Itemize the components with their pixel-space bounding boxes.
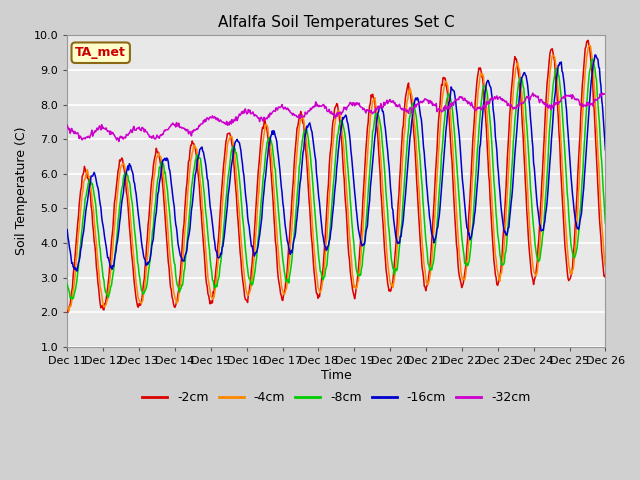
-4cm [602,264,609,270]
-2cm [64,310,72,315]
-16cm [73,268,81,274]
Y-axis label: Soil Temperature (C): Soil Temperature (C) [15,127,28,255]
-8cm [418,181,426,187]
-2cm [129,265,137,271]
-16cm [74,264,81,270]
-16cm [212,248,220,254]
Line: -16cm: -16cm [67,55,605,271]
-2cm [212,264,220,270]
-16cm [418,124,426,130]
-16cm [129,172,137,178]
-32cm [529,90,537,96]
-32cm [184,127,191,132]
-4cm [184,190,191,196]
-16cm [403,181,410,187]
-8cm [403,153,410,158]
-2cm [584,37,592,43]
-32cm [129,125,137,131]
Line: -32cm: -32cm [67,93,605,142]
-4cm [212,279,220,285]
-32cm [115,139,123,144]
Title: Alfalfa Soil Temperatures Set C: Alfalfa Soil Temperatures Set C [218,15,454,30]
-4cm [74,240,81,245]
-32cm [403,108,410,114]
-32cm [73,130,81,136]
-8cm [74,270,81,276]
-2cm [184,169,191,175]
-32cm [63,122,71,128]
-2cm [602,272,609,278]
Line: -2cm: -2cm [67,40,605,312]
-16cm [602,147,609,153]
-4cm [129,247,137,252]
-8cm [212,282,220,288]
Legend: -2cm, -4cm, -8cm, -16cm, -32cm: -2cm, -4cm, -8cm, -16cm, -32cm [137,386,536,409]
-4cm [586,43,593,48]
-16cm [184,238,191,244]
-2cm [63,306,71,312]
-16cm [592,52,600,58]
-32cm [602,91,609,96]
-8cm [129,210,137,216]
-4cm [418,238,426,243]
-8cm [68,296,76,302]
-4cm [403,108,410,114]
-32cm [418,100,426,106]
-2cm [403,90,410,96]
-8cm [63,281,71,287]
Line: -4cm: -4cm [67,46,605,311]
-2cm [74,220,81,226]
-4cm [65,308,72,314]
Text: TA_met: TA_met [76,46,126,59]
X-axis label: Time: Time [321,369,352,382]
-4cm [63,305,71,311]
-8cm [602,221,609,227]
-8cm [589,56,596,62]
-2cm [418,264,426,270]
-32cm [212,117,220,122]
-8cm [184,231,191,237]
Line: -8cm: -8cm [67,59,605,299]
-16cm [63,227,71,232]
